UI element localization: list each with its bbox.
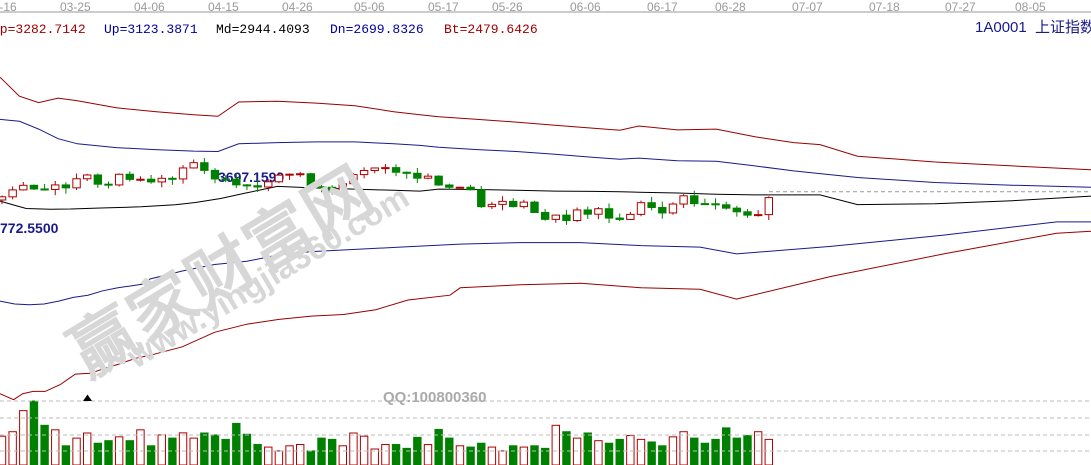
- svg-text:3697.1599: 3697.1599: [218, 169, 284, 185]
- svg-text:QQ:100800360: QQ:100800360: [383, 389, 486, 406]
- svg-text:772.5500: 772.5500: [0, 220, 59, 236]
